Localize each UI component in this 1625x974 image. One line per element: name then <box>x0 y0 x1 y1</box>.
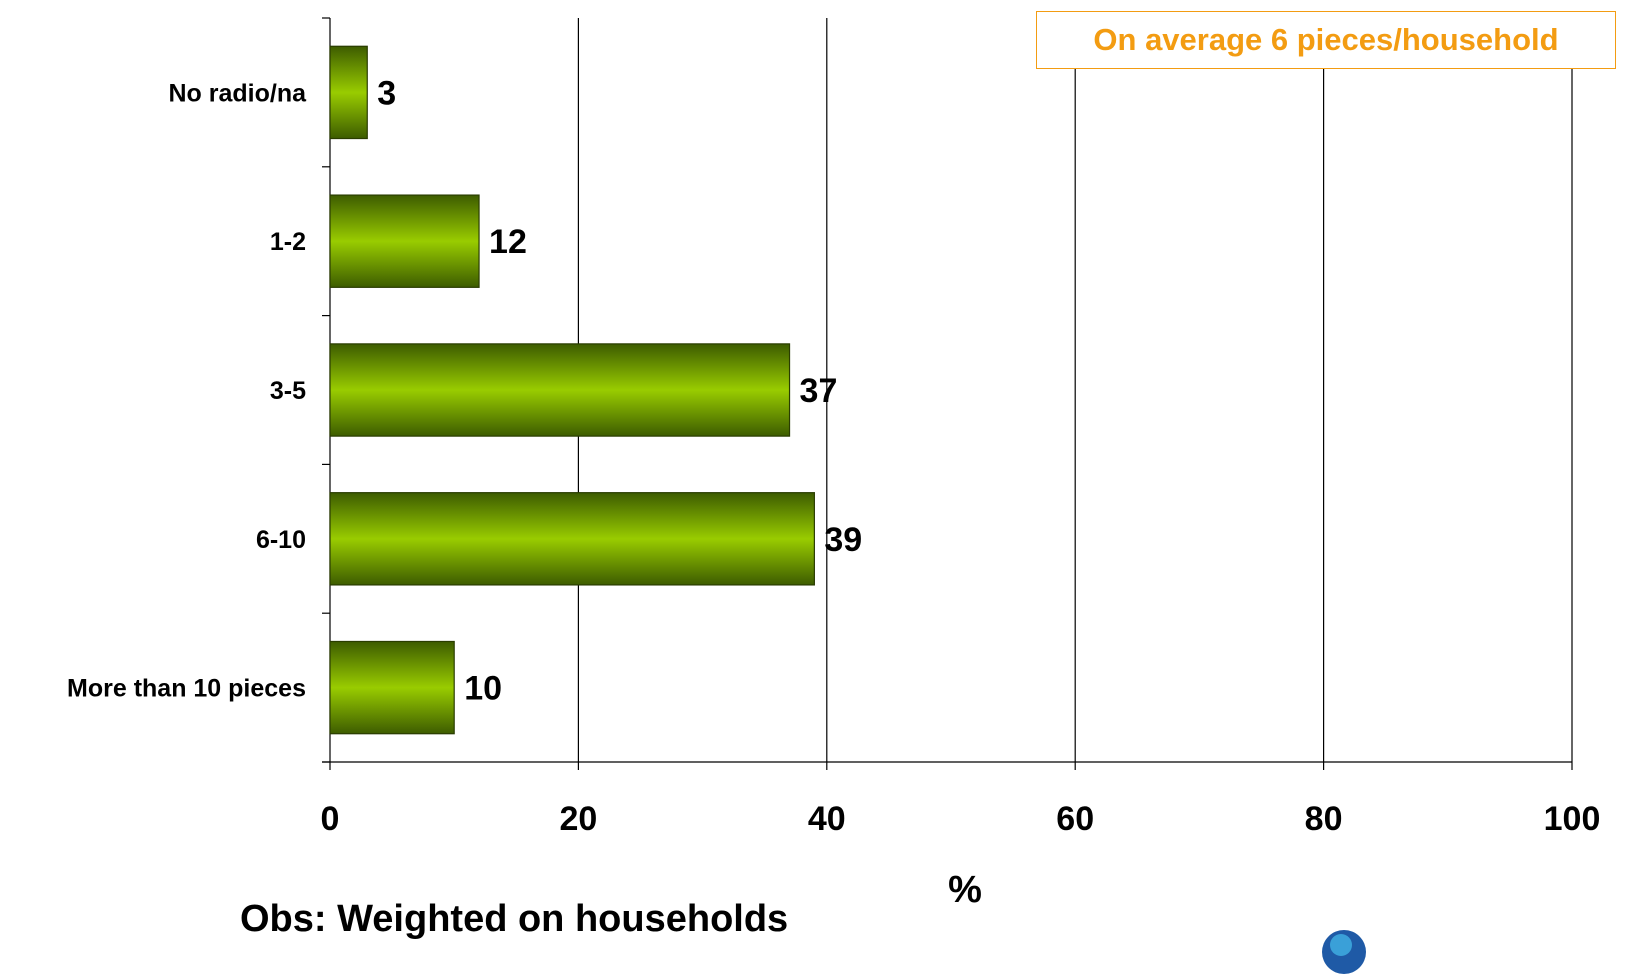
x-tick-label-40: 40 <box>808 800 846 838</box>
category-label-1: 1-2 <box>270 228 306 256</box>
x-tick-label-80: 80 <box>1305 800 1343 838</box>
bars <box>329 45 815 735</box>
x-axis-title: % <box>948 869 982 911</box>
category-label-2: 3-5 <box>270 377 306 405</box>
x-tick-label-0: 0 <box>321 800 340 838</box>
bar-0 <box>329 45 368 140</box>
x-tick-label-20: 20 <box>559 800 597 838</box>
gridlines <box>577 18 1573 762</box>
labels: 0 20 40 60 80 100 3 No radio/na 12 1-2 37 3-5 39 6-10… <box>67 74 1600 838</box>
data-label-1: 12 <box>489 223 527 261</box>
category-label-0: No radio/na <box>168 79 307 107</box>
data-label-2: 37 <box>800 372 838 410</box>
x-tick-label-100: 100 <box>1544 800 1601 838</box>
data-label-4: 10 <box>464 670 502 708</box>
average-callout: On average 6 pieces/household <box>1036 11 1616 69</box>
bar-2 <box>329 343 791 437</box>
logo-icon <box>1322 930 1366 974</box>
bar-3 <box>329 492 815 586</box>
footnote: Obs: Weighted on households <box>240 898 789 940</box>
category-label-4: More than 10 pieces <box>67 675 306 703</box>
bar-4 <box>329 640 455 735</box>
bar-1 <box>329 194 480 288</box>
data-label-3: 39 <box>824 521 862 559</box>
chart: 0 20 40 60 80 100 3 No radio/na 12 1-2 37 3-5 39 6-10… <box>67 17 1600 911</box>
data-label-0: 3 <box>377 74 396 112</box>
category-label-3: 6-10 <box>256 526 306 554</box>
x-tick-label-60: 60 <box>1056 800 1094 838</box>
